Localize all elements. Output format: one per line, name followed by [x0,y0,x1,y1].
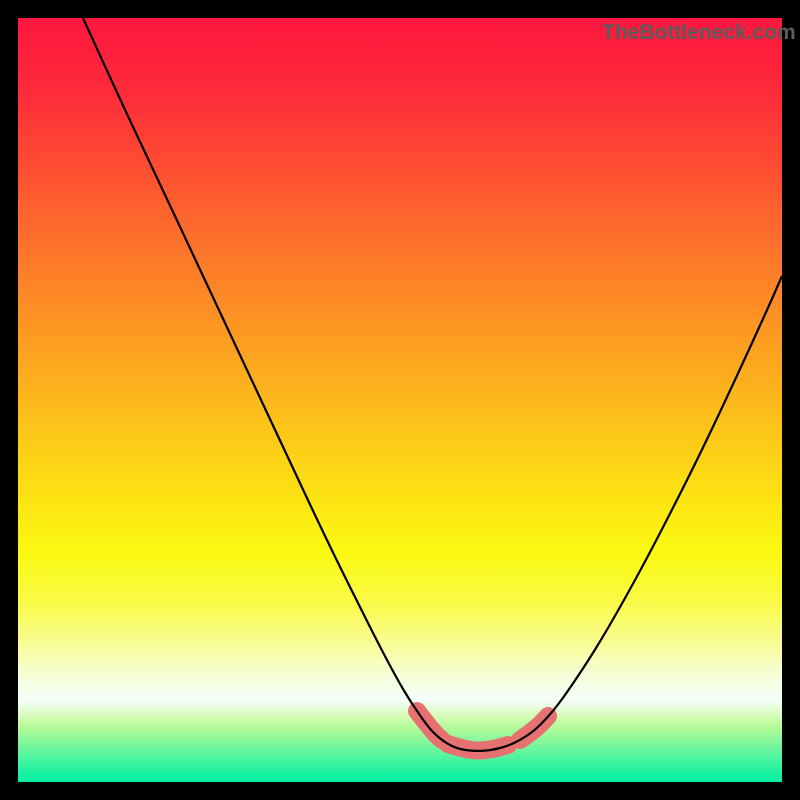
chart-background-gradient [18,18,782,782]
chart-svg [0,0,800,800]
watermark-text: TheBottleneck.com [602,21,796,45]
